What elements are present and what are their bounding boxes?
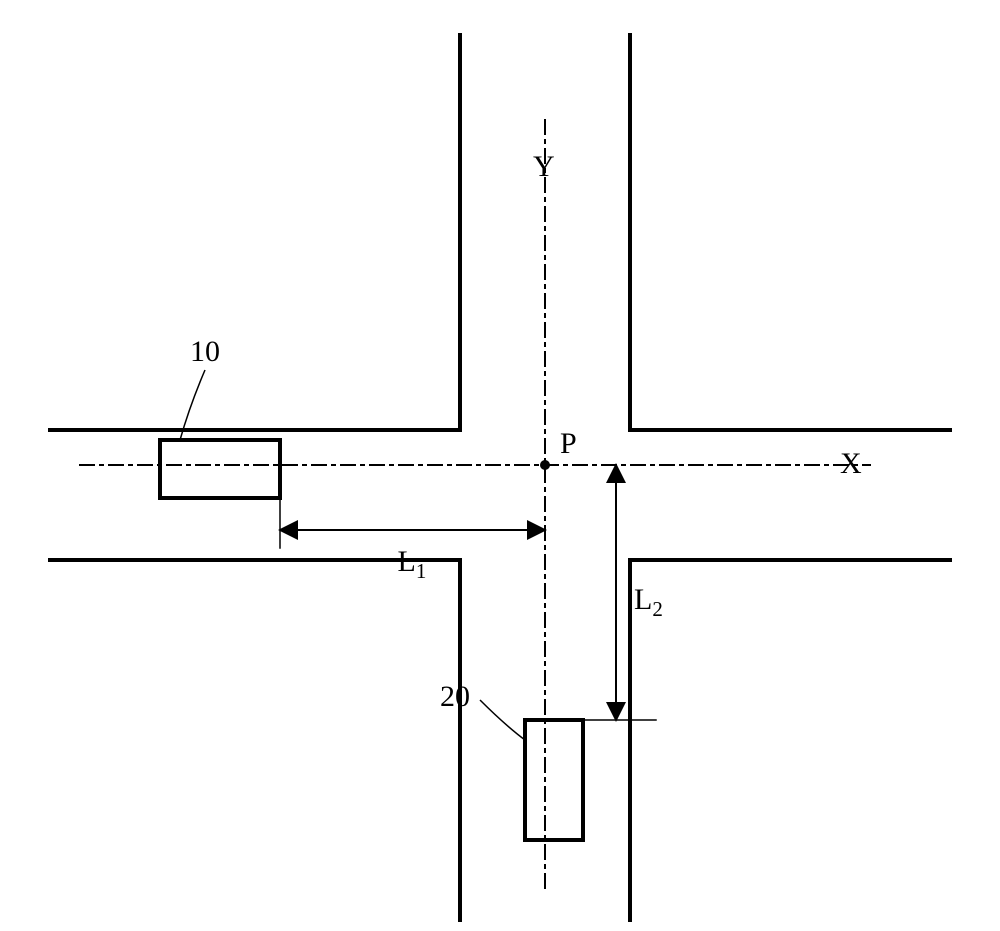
label-x: X (840, 447, 862, 481)
label-l1: L1 (398, 545, 427, 584)
label-l2: L2 (634, 583, 663, 622)
vehicle-10 (160, 440, 280, 498)
ref-20: 20 (440, 680, 470, 714)
label-p: P (560, 427, 577, 461)
ref-10: 10 (190, 335, 220, 369)
leader-20 (480, 700, 525, 740)
origin-point (540, 460, 550, 470)
label-y: Y (533, 150, 555, 184)
vehicle-20 (525, 720, 583, 840)
